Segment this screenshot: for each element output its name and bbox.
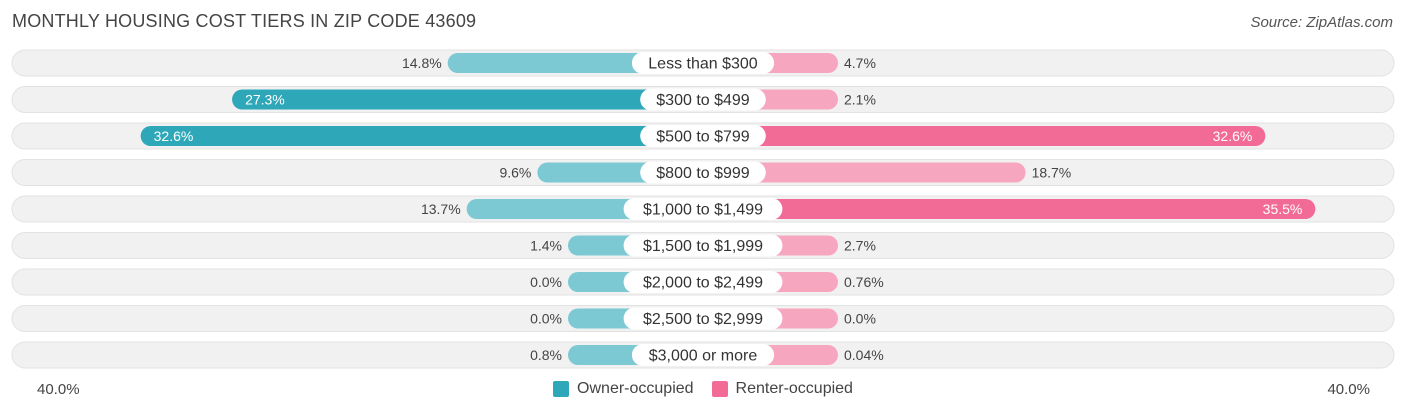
value-label-renter: 4.7% (844, 55, 876, 71)
category-pill (631, 344, 775, 366)
value-label-owner: 9.6% (499, 165, 531, 181)
category-label: $2,000 to $2,499 (643, 275, 763, 292)
value-label-owner: 0.0% (530, 274, 562, 290)
value-label-renter: 2.7% (844, 238, 876, 254)
category-label: $800 to $999 (656, 165, 750, 182)
bar-renter-800-to-999 (703, 162, 1026, 183)
legend-item-owner: Owner-occupied (553, 380, 694, 398)
category-pill (623, 271, 783, 293)
value-label-renter: 35.5% (1263, 201, 1303, 217)
axis-right-label: 40.0% (1327, 381, 1370, 398)
diverging-bar-chart: 14.8% 4.7% Less than $300 27.3% 2.1% $300 to … (11, 49, 1395, 369)
value-label-owner: 0.8% (530, 347, 562, 363)
value-label-owner: 27.3% (245, 92, 285, 108)
value-label-owner: 13.7% (421, 201, 461, 217)
row-800-to-999: 9.6% 18.7% $800 to $999 (11, 159, 1395, 186)
category-pill (623, 307, 783, 330)
value-label-owner: 32.6% (154, 128, 194, 144)
category-label: $3,000 or more (649, 348, 758, 365)
category-pill (623, 198, 783, 220)
row-3-000-or-more: 0.8% 0.04% $3,000 or more (11, 341, 1395, 369)
legend-swatch-renter (711, 381, 728, 397)
category-pill (640, 125, 766, 147)
value-label-renter: 0.0% (844, 311, 876, 327)
legend: Owner-occupied Renter-occupied (0, 380, 1406, 398)
bar-owner-500-to-799 (140, 126, 703, 146)
row-2-000-to-2-499: 0.0% 0.76% $2,000 to $2,499 (11, 268, 1395, 296)
category-label: $300 to $499 (656, 92, 750, 109)
chart-title: MONTHLY HOUSING COST TIERS IN ZIP CODE 4… (12, 11, 477, 31)
category-pill (640, 161, 766, 184)
bar-renter-1-000-to-1-499 (703, 199, 1316, 219)
axis-left-label: 40.0% (37, 381, 80, 398)
row-300-to-499: 27.3% 2.1% $300 to $499 (11, 86, 1395, 113)
legend-item-renter: Renter-occupied (711, 380, 853, 398)
value-label-renter: 32.6% (1213, 128, 1253, 144)
category-label: $500 to $799 (656, 129, 750, 146)
category-label: $1,500 to $1,999 (643, 238, 763, 255)
row-500-to-799: 32.6% 32.6% $500 to $799 (11, 122, 1395, 150)
row-2-500-to-2-999: 0.0% 0.0% $2,500 to $2,999 (11, 305, 1395, 332)
category-pill (623, 234, 783, 257)
value-label-renter: 0.04% (844, 347, 884, 363)
category-pill (631, 52, 775, 74)
legend-label-owner: Owner-occupied (577, 380, 694, 397)
value-label-owner: 1.4% (530, 238, 562, 254)
value-label-owner: 0.0% (530, 311, 562, 327)
bar-renter-500-to-799 (703, 126, 1266, 146)
legend-swatch-owner (553, 381, 570, 397)
legend-label-renter: Renter-occupied (735, 380, 853, 397)
value-label-renter: 0.76% (844, 274, 884, 290)
value-label-renter: 18.7% (1032, 165, 1072, 181)
category-pill (640, 88, 766, 111)
category-label: $2,500 to $2,999 (643, 311, 763, 328)
bar-owner-300-to-499 (232, 89, 703, 110)
source-credit: Source: ZipAtlas.com (1250, 14, 1393, 31)
row-1-000-to-1-499: 13.7% 35.5% $1,000 to $1,499 (11, 195, 1395, 223)
row-1-500-to-1-999: 1.4% 2.7% $1,500 to $1,999 (11, 232, 1395, 259)
category-label: $1,000 to $1,499 (643, 202, 763, 219)
value-label-owner: 14.8% (402, 55, 442, 71)
category-label: Less than $300 (648, 56, 758, 73)
value-label-renter: 2.1% (844, 92, 876, 108)
row-less-than-300: 14.8% 4.7% Less than $300 (11, 49, 1395, 77)
